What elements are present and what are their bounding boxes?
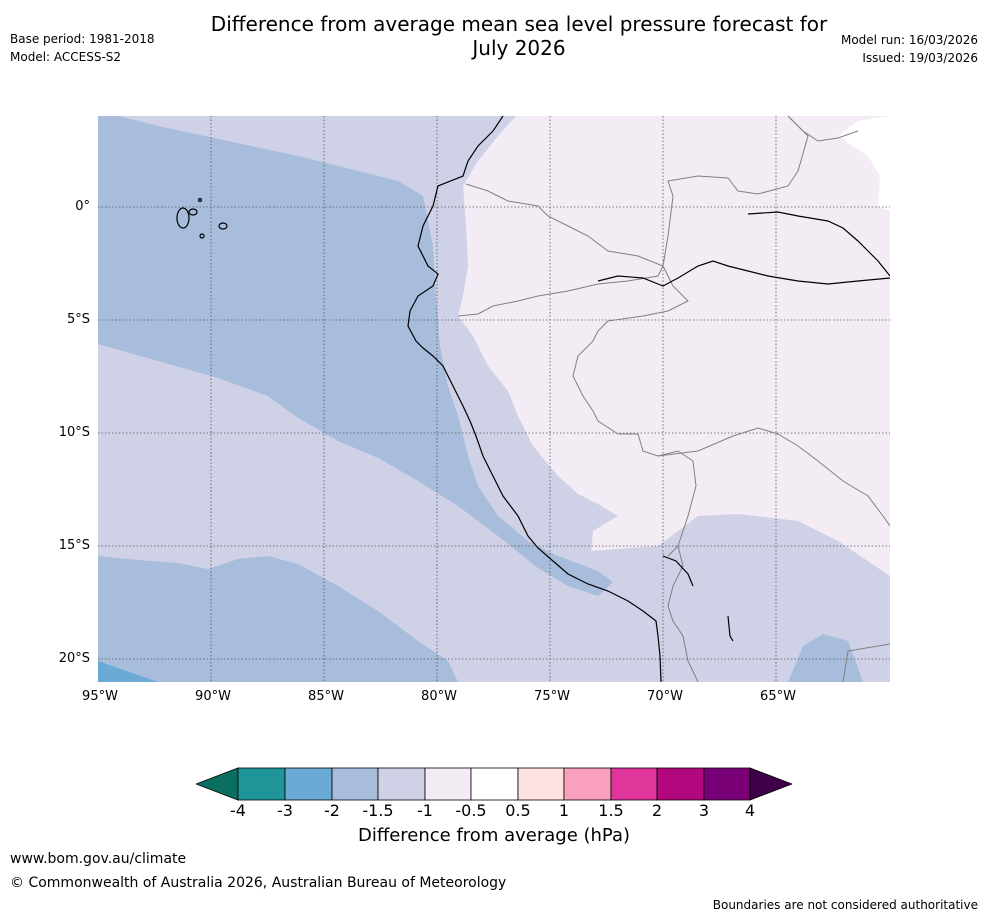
- colorbar-segment-0.5-1: [517, 767, 565, 801]
- issued-date: Issued: 19/03/2026: [862, 51, 978, 65]
- colorbar-tick: 1: [558, 801, 570, 820]
- galapagos-islands: [176, 197, 228, 239]
- border-paraguay: [842, 643, 890, 682]
- border-peru-brazil-bolivia: [572, 265, 697, 557]
- lat-label-5s: 5°S: [66, 312, 90, 327]
- colorbar-segment-3-4: [703, 767, 751, 801]
- colorbar-segment--0.5-0.5: [470, 767, 519, 801]
- anomaly-zone-2-1.5-ocean: [98, 116, 613, 596]
- meta-right: Model run: 16/03/2026 Issued: 19/03/2026: [841, 31, 978, 67]
- colorbar-tick: -2: [324, 801, 340, 820]
- colorbar-tick: 4: [744, 801, 756, 820]
- coastline-south-america: [407, 116, 662, 682]
- lon-label-85w: 85°W: [308, 689, 344, 704]
- lat-label-15s: 15°S: [58, 538, 90, 553]
- anomaly-zone-1-0.5-land: [458, 116, 890, 576]
- anomaly-zone-3-2: [98, 661, 158, 682]
- lake-poopo: [727, 615, 734, 642]
- river-amazon: [597, 260, 890, 287]
- anomaly-zone-2-1.5-south: [98, 556, 458, 682]
- lon-label-90w: 90°W: [195, 689, 231, 704]
- meta-left: Base period: 1981-2018 Model: ACCESS-S2: [10, 30, 155, 66]
- lon-label-75w: 75°W: [534, 689, 570, 704]
- model-name: Model: ACCESS-S2: [10, 50, 122, 64]
- lon-label-70w: 70°W: [647, 689, 683, 704]
- lat-label-20s: 20°S: [58, 651, 90, 666]
- colorbar-below-min: [196, 767, 239, 801]
- country-borders: [457, 116, 890, 682]
- colorbar-tick: 3: [698, 801, 710, 820]
- colorbar-segment--4--3: [237, 767, 286, 801]
- colorbar-segment-1-1.5: [563, 767, 612, 801]
- coastlines: [407, 116, 890, 682]
- colorbar-segment-1.5-2: [610, 767, 658, 801]
- colorbar-tick: -0.5: [455, 801, 487, 820]
- lon-label-95w: 95°W: [82, 689, 118, 704]
- island-pinta: [197, 197, 203, 203]
- anomaly-zone-2-1.5-southeast: [788, 634, 863, 682]
- colorbar-tick: -4: [230, 801, 246, 820]
- border-chile-bolivia: [667, 545, 699, 682]
- colorbar: [196, 767, 792, 801]
- colorbar-tick: -1: [417, 801, 433, 820]
- lon-label-65w: 65°W: [760, 689, 796, 704]
- island-san-cristobal: [218, 222, 228, 230]
- anomaly-zone-neutral: [838, 116, 890, 211]
- colorbar-segment--2--1.5: [331, 767, 379, 801]
- colorbar-tick: 1.5: [598, 801, 624, 820]
- border-bolivia-brazil: [657, 427, 890, 527]
- lake-titicaca: [662, 555, 694, 587]
- base-period: Base period: 1981-2018: [10, 32, 155, 46]
- river-negro: [747, 211, 890, 277]
- colorbar-above-max: [749, 767, 792, 801]
- title-line-1: Difference from average mean sea level p…: [210, 12, 828, 36]
- colorbar-tick: 2: [651, 801, 663, 820]
- map-title: Difference from average mean sea level p…: [160, 12, 878, 60]
- border-north: [787, 116, 859, 142]
- lat-label-10s: 10°S: [58, 425, 90, 440]
- colorbar-label: Difference from average (hPa): [357, 825, 631, 846]
- colorbar-tick: -1.5: [362, 801, 394, 820]
- website-link[interactable]: www.bom.gov.au/climate: [10, 851, 187, 867]
- model-run: Model run: 16/03/2026: [840, 33, 978, 47]
- lon-label-80w: 80°W: [421, 689, 457, 704]
- island-isabela: [176, 207, 190, 229]
- colorbar-segment--3--2: [284, 767, 333, 801]
- copyright-notice: © Commonwealth of Australia 2026, Austra…: [10, 875, 507, 891]
- colorbar-tick: -3: [277, 801, 293, 820]
- title-line-2: July 2026: [472, 36, 566, 60]
- graticule: [98, 116, 890, 682]
- boundaries-disclaimer: Boundaries are not considered authoritat…: [712, 898, 978, 912]
- island-santiago: [188, 208, 198, 216]
- border-colombia-brazil: [662, 116, 809, 267]
- colorbar-segment--1.5--1: [377, 767, 426, 801]
- lat-label-0: 0°: [75, 199, 90, 214]
- colorbar-segment--1--0.5: [424, 767, 472, 801]
- colorbar-segment-2-3: [656, 767, 705, 801]
- pressure-anomaly-map: [98, 116, 890, 682]
- colorbar-tick: 0.5: [505, 801, 531, 820]
- island-floreana: [199, 233, 205, 239]
